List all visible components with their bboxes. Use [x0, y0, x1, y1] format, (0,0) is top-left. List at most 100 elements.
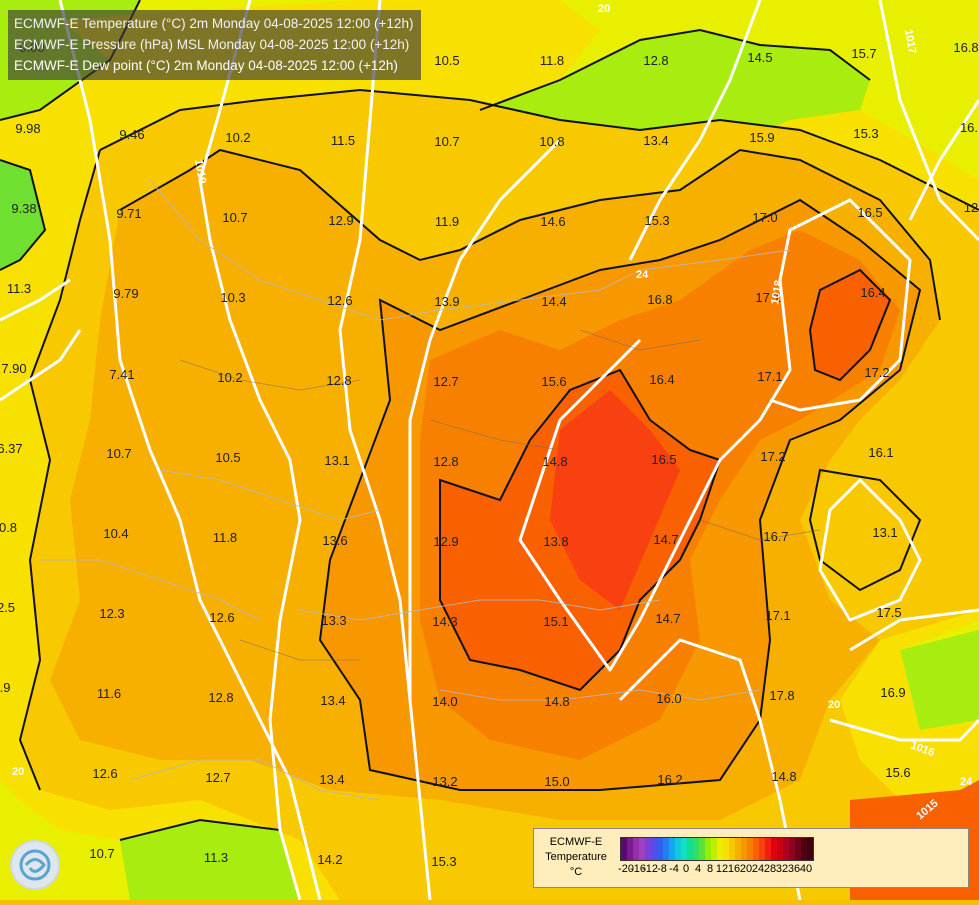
grid-value: 17.1	[755, 290, 780, 305]
legend-swatch	[675, 838, 681, 860]
legend-swatch	[765, 838, 771, 860]
legend-swatch	[759, 838, 765, 860]
grid-value: 9.38	[11, 201, 36, 216]
grid-value: 12.3	[99, 606, 124, 621]
grid-value: 12	[964, 200, 978, 215]
legend-swatch	[711, 838, 717, 860]
grid-value: 10.2	[225, 130, 250, 145]
grid-value: 7.90	[1, 361, 26, 376]
grid-value: 13.4	[319, 772, 344, 787]
grid-value: 6.37	[0, 441, 23, 456]
grid-value: 14.5	[747, 50, 772, 65]
grid-value: 9.98	[15, 121, 40, 136]
legend-tick-label: -4	[669, 863, 679, 875]
grid-value: 10.5	[215, 450, 240, 465]
legend-swatch	[717, 838, 723, 860]
grid-value: 16.5	[857, 205, 882, 220]
grid-value: 10.5	[434, 53, 459, 68]
title-temperature[interactable]: ECMWF-E Temperature (°C) 2m Monday 04-08…	[14, 16, 414, 31]
grid-value: 11.8	[213, 530, 237, 545]
grid-value: 14.7	[655, 611, 680, 626]
legend-swatch	[693, 838, 699, 860]
legend-swatch	[645, 838, 651, 860]
grid-value: 16.9	[880, 685, 905, 700]
grid-value: 13.8	[543, 534, 568, 549]
grid-value: 17.2	[760, 449, 785, 464]
legend-swatch	[657, 838, 663, 860]
map-title-box: ECMWF-E Temperature (°C) 2m Monday 04-08…	[8, 10, 422, 80]
legend-swatch	[681, 838, 687, 860]
grid-value: 9.46	[119, 127, 144, 142]
legend-swatch	[663, 838, 669, 860]
grid-value: 11.6	[97, 686, 121, 701]
title-dewpoint[interactable]: ECMWF-E Dew point (°C) 2m Monday 04-08-2…	[14, 58, 398, 73]
temperature-legend: ECMWF-E Temperature °C -20 -16 -12 -8 -4 0 4 8 1…	[533, 828, 969, 888]
grid-value: 12.6	[92, 766, 117, 781]
grid-value: 17.1	[765, 608, 790, 623]
grid-value: 12.6	[209, 610, 234, 625]
grid-value: 17.1	[757, 369, 782, 384]
grid-value: 0.8	[0, 520, 17, 535]
legend-unit: °C	[569, 866, 583, 878]
grid-value: 13.3	[321, 613, 346, 628]
grid-value: 17.2	[864, 365, 889, 380]
grid-value: 13.2	[432, 774, 457, 789]
legend-swatch	[783, 838, 789, 860]
grid-value: 10.2	[217, 370, 242, 385]
legend-swatch	[687, 838, 693, 860]
grid-values: 9.0010.511.812.814.515.716.89.989.4610.2…	[0, 40, 979, 869]
grid-value: 15.0	[544, 774, 569, 789]
legend-swatch	[807, 838, 813, 860]
grid-value: 14.3	[432, 614, 457, 629]
grid-value: 17.0	[752, 210, 777, 225]
grid-value: 10.7	[434, 134, 459, 149]
grid-value: 11.8	[540, 53, 564, 68]
grid-value: 15.7	[851, 46, 876, 61]
grid-value: 15.6	[885, 765, 910, 780]
legend-ticks: -20 -16 -12 -8 -4 0 4 8 12 16 20 24 28 32 36 40	[618, 863, 965, 879]
grid-value: 14.0	[432, 694, 457, 709]
grid-value: 12.7	[205, 770, 230, 785]
legend-swatch	[795, 838, 801, 860]
legend-tick-label: 16	[727, 863, 741, 875]
grid-value: 15.3	[853, 126, 878, 141]
grid-value: 9.79	[113, 286, 138, 301]
dewpoint-label: 24	[960, 776, 973, 788]
legend-swatch	[801, 838, 807, 860]
legend-swatch	[777, 838, 783, 860]
legend-swatch	[669, 838, 675, 860]
legend-tick-label: 20	[739, 863, 753, 875]
legend-swatch	[651, 838, 657, 860]
grid-value: 16.5	[651, 452, 676, 467]
legend-model: ECMWF-E	[549, 836, 603, 848]
legend-tick-label: 28	[763, 863, 777, 875]
title-pressure[interactable]: ECMWF-E Pressure (hPa) MSL Monday 04-08-…	[14, 37, 410, 52]
dewpoint-label: 20	[598, 3, 610, 15]
grid-value: 9.71	[116, 206, 141, 221]
legend-swatch	[621, 838, 627, 860]
grid-value: 17.5	[876, 605, 901, 620]
grid-value: .9	[0, 680, 10, 695]
legend-tick-label: -12	[642, 863, 658, 875]
grid-value: 14.8	[544, 694, 569, 709]
legend-tick-label: 4	[694, 863, 702, 875]
grid-value: 13.4	[320, 693, 345, 708]
grid-value: 16.8	[647, 292, 672, 307]
grid-value: 12.8	[326, 373, 351, 388]
grid-value: 16.0	[656, 691, 681, 706]
dewpoint-label: 24	[636, 269, 649, 281]
grid-value: 10.8	[539, 134, 564, 149]
isobar-label: 1018	[769, 279, 785, 305]
grid-value: 17.8	[769, 688, 794, 703]
legend-swatch	[771, 838, 777, 860]
legend-tick-label: 36	[787, 863, 801, 875]
grid-value: 13.1	[872, 525, 897, 540]
grid-value: 11.3	[7, 281, 31, 296]
dewpoint-label: 20	[828, 699, 840, 711]
grid-value: 13.9	[434, 294, 459, 309]
legend-tick-label: 40	[799, 863, 813, 875]
grid-value: 16.8	[953, 40, 978, 55]
grid-value: 10.3	[220, 290, 245, 305]
legend-swatch	[699, 838, 705, 860]
